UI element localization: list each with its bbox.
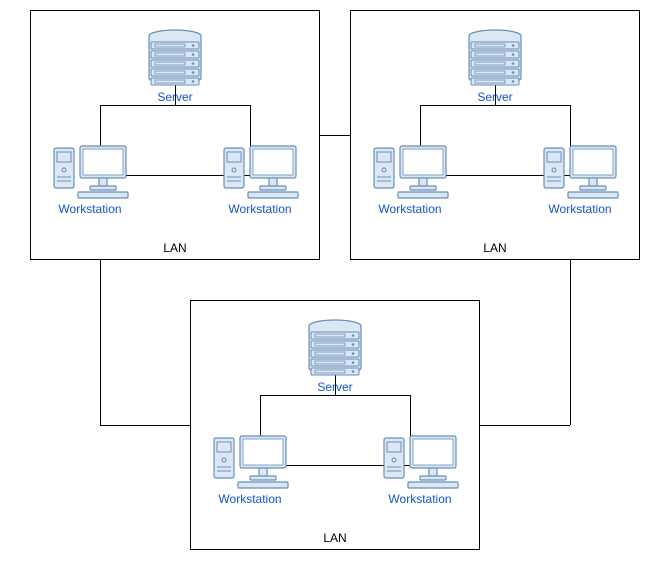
inter-lan-connection [100,260,101,425]
lan-label: LAN [323,531,346,545]
workstation-label: Workstation [540,202,620,216]
workstation-icon [210,430,290,490]
inter-lan-connection [570,260,571,425]
lan-label: LAN [483,241,506,255]
server-label: Server [143,90,207,104]
workstation-icon [540,140,620,200]
workstation-node: Workstation [50,140,130,216]
workstation-node: Workstation [220,140,300,216]
lan-bus [100,105,250,106]
server-icon [303,318,367,378]
server-icon [463,28,527,88]
server-node: Server [303,318,367,394]
server-label: Server [303,380,367,394]
lan-label: LAN [163,241,186,255]
lan-bus [420,105,570,106]
server-node: Server [143,28,207,104]
workstation-icon [220,140,300,200]
workstation-icon [50,140,130,200]
workstation-label: Workstation [380,492,460,506]
server-label: Server [463,90,527,104]
inter-lan-connection [320,135,350,136]
workstation-icon [380,430,460,490]
lan-bus [260,395,410,396]
workstation-label: Workstation [50,202,130,216]
workstation-icon [370,140,450,200]
workstation-label: Workstation [220,202,300,216]
workstation-node: Workstation [210,430,290,506]
server-node: Server [463,28,527,104]
workstation-node: Workstation [370,140,450,216]
workstation-label: Workstation [210,492,290,506]
workstation-node: Workstation [540,140,620,216]
workstation-label: Workstation [370,202,450,216]
workstation-node: Workstation [380,430,460,506]
inter-lan-connection [100,425,190,426]
inter-lan-connection [480,425,570,426]
server-icon [143,28,207,88]
diagram-canvas: LAN Server Workstation Workstation LAN Se… [0,0,671,561]
